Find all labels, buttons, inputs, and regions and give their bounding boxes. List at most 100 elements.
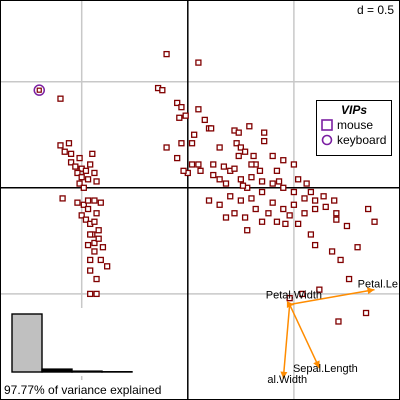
data-point: [332, 198, 337, 203]
data-point: [164, 145, 169, 150]
data-point: [73, 164, 78, 169]
data-point: [277, 179, 282, 184]
data-point: [266, 211, 271, 216]
data-point: [270, 181, 275, 186]
data-point: [211, 173, 216, 178]
data-point: [308, 190, 313, 195]
data-point: [313, 198, 318, 203]
data-point: [249, 175, 254, 180]
data-point: [88, 162, 93, 167]
data-point: [94, 179, 99, 184]
data-point: [96, 228, 101, 233]
data-point: [338, 257, 343, 262]
data-point: [240, 183, 245, 188]
data-point: [308, 232, 313, 237]
data-point: [58, 96, 63, 101]
data-point: [209, 126, 214, 131]
data-point: [81, 185, 86, 190]
data-point: [60, 196, 65, 201]
data-point: [262, 139, 267, 144]
data-point: [313, 243, 318, 248]
vip-legend-label: keyboard: [337, 133, 386, 147]
data-point: [228, 194, 233, 199]
grid-label: d = 0.5: [357, 3, 394, 17]
data-point: [181, 168, 186, 173]
data-point: [249, 162, 254, 167]
data-point: [304, 181, 309, 186]
data-point: [92, 198, 97, 203]
data-point: [96, 236, 101, 241]
data-point: [179, 105, 184, 110]
data-point: [232, 211, 237, 216]
data-point: [211, 162, 216, 167]
data-point: [270, 153, 275, 158]
data-point: [86, 177, 91, 182]
data-point: [202, 117, 207, 122]
data-point: [243, 149, 248, 154]
vip-legend-title: VIPs: [317, 103, 391, 117]
data-point: [217, 177, 222, 182]
data-point: [281, 207, 286, 212]
eigenvalue-barplot: [2, 308, 162, 376]
data-point: [164, 52, 169, 57]
data-point: [281, 185, 286, 190]
data-point: [179, 141, 184, 146]
data-point: [372, 219, 377, 224]
circle-icon: [321, 134, 333, 146]
data-point: [321, 194, 326, 199]
vip-legend-item-keyboard: keyboard: [317, 132, 391, 147]
data-point: [313, 207, 318, 212]
data-point: [66, 141, 71, 146]
vip-point-core: [37, 88, 41, 92]
data-point: [100, 245, 105, 250]
loading-label: Petal.Le: [358, 279, 398, 291]
loading-label: al.Width: [267, 374, 307, 386]
data-point: [287, 213, 292, 218]
data-point: [58, 143, 63, 148]
data-point: [207, 198, 212, 203]
data-point: [364, 310, 369, 315]
data-point: [86, 243, 91, 248]
data-point: [94, 291, 99, 296]
data-point: [334, 211, 339, 216]
data-point: [232, 166, 237, 171]
data-point: [198, 168, 203, 173]
data-point: [366, 207, 371, 212]
data-point: [92, 249, 97, 254]
data-point: [183, 113, 188, 118]
data-point: [274, 219, 279, 224]
data-point: [330, 249, 335, 254]
data-point: [260, 179, 265, 184]
vip-legend: VIPs mouse keyboard: [316, 100, 392, 156]
data-point: [90, 151, 95, 156]
data-point: [196, 162, 201, 167]
data-point: [281, 158, 286, 163]
data-point: [291, 190, 296, 195]
data-point: [344, 223, 349, 228]
data-point: [88, 232, 93, 237]
eigenvalue-bar: [72, 371, 102, 372]
data-point: [223, 181, 228, 186]
data-point: [291, 162, 296, 167]
data-point: [88, 291, 93, 296]
data-point: [302, 211, 307, 216]
data-point: [296, 221, 301, 226]
data-point: [245, 228, 250, 233]
data-point: [302, 196, 307, 201]
data-point: [196, 107, 201, 112]
data-point: [260, 190, 265, 195]
loading-label: Petal.Width: [266, 290, 322, 302]
vip-legend-label: mouse: [337, 118, 373, 132]
data-point: [77, 156, 82, 161]
data-point: [260, 219, 265, 224]
data-point: [98, 200, 103, 205]
data-point: [190, 162, 195, 167]
data-point: [88, 268, 93, 273]
data-point: [196, 60, 201, 65]
data-point: [105, 264, 110, 269]
data-point: [92, 219, 97, 224]
data-point: [238, 198, 243, 203]
eigenvalue-bar: [42, 369, 72, 372]
data-point: [236, 153, 241, 158]
data-point: [94, 277, 99, 282]
